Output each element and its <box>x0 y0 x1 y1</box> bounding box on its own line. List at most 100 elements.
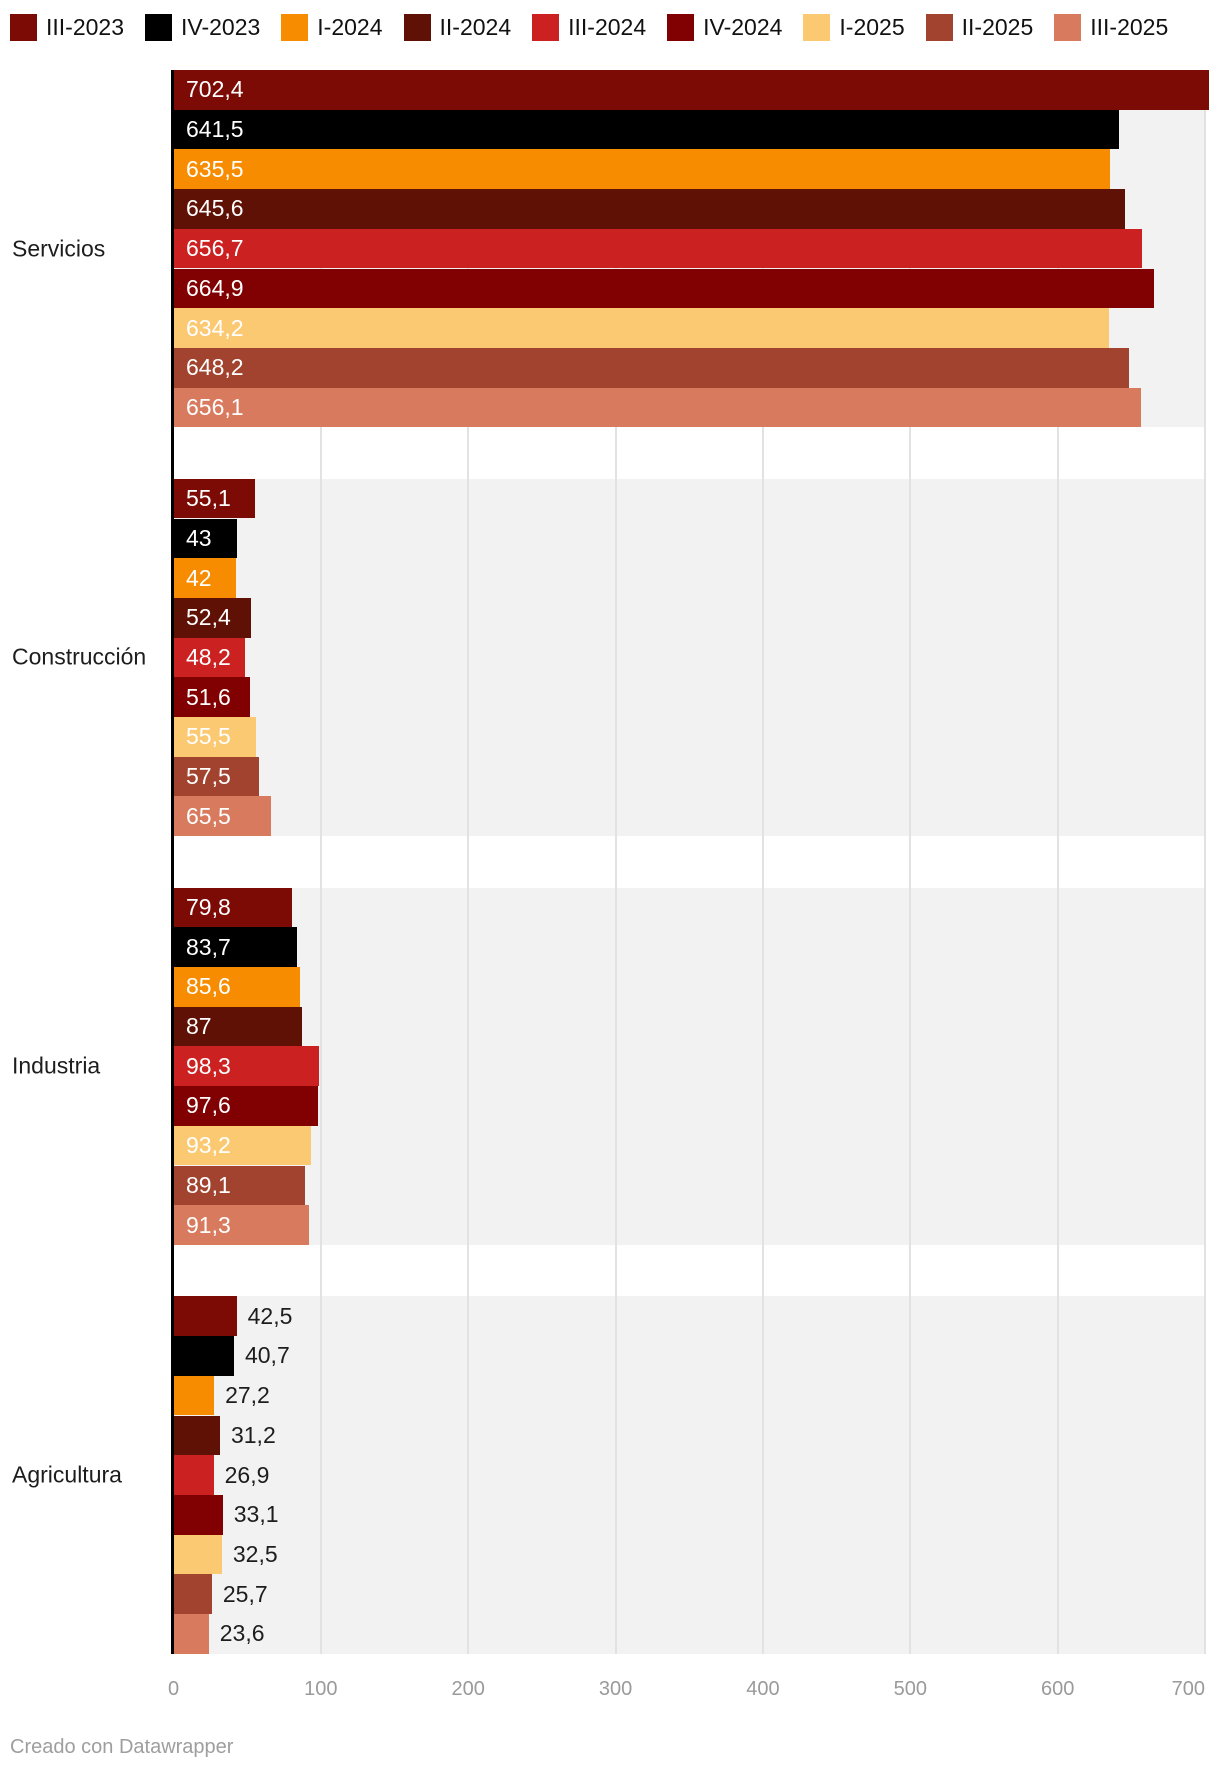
legend-swatch-icon <box>403 14 431 41</box>
gridline-500 <box>909 70 912 1654</box>
bar-value-label: 55,5 <box>186 723 231 750</box>
bar-value-label: 641,5 <box>186 116 244 143</box>
bar-fill: 648,2 <box>174 347 1130 388</box>
legend-item-label: IV-2024 <box>703 14 783 40</box>
bar-value-label: 42 <box>186 564 212 591</box>
x-tick-100: 100 <box>304 1678 338 1700</box>
bar-value-label: 93,2 <box>186 1132 231 1159</box>
bar-Industria-II-2024: 87 <box>174 1006 1220 1047</box>
bar-Industria-III-2025: 91,3 <box>174 1205 1220 1245</box>
bar-value-label: 52,4 <box>186 604 231 631</box>
bar-fill <box>174 1296 237 1337</box>
bar-fill: 87 <box>174 1006 303 1047</box>
legend-item-III-2025: III-2025 <box>1054 14 1168 41</box>
datawrapper-credit-link[interactable]: Creado con Datawrapper <box>10 1736 234 1758</box>
bar-Agricultura-II-2025: 25,7 <box>174 1574 1220 1614</box>
bar-value-label: 656,1 <box>186 393 244 420</box>
bar-value-label: 97,6 <box>186 1092 231 1119</box>
bar-Agricultura-II-2024: 31,2 <box>174 1415 1220 1456</box>
bar-fill: 57,5 <box>174 756 259 797</box>
bar-fill: 55,1 <box>174 478 256 519</box>
bar-Agricultura-I-2024: 27,2 <box>174 1375 1220 1416</box>
legend-swatch-icon <box>803 14 831 41</box>
bar-value-label: 33,1 <box>233 1501 279 1528</box>
bar-Construcción-II-2025: 57,5 <box>174 756 1220 797</box>
bar-value-label: 98,3 <box>186 1052 231 1079</box>
bar-value-label: 42,5 <box>247 1302 293 1329</box>
x-tick-0: 0 <box>167 1678 180 1700</box>
gridline-300 <box>614 70 617 1654</box>
gridline-200 <box>467 70 470 1654</box>
bar-value-label: 55,1 <box>186 485 231 512</box>
bar-Construcción-I-2025: 55,5 <box>174 717 1220 757</box>
legend-item-II-2025: II-2025 <box>925 14 1033 41</box>
bar-value-label: 65,5 <box>186 802 231 829</box>
bar-value-label: 26,9 <box>224 1461 270 1488</box>
bar-Industria-III-2023: 79,8 <box>174 887 1220 928</box>
bar-Construcción-IV-2024: 51,6 <box>174 677 1220 717</box>
bar-fill: 79,8 <box>174 887 292 928</box>
bar-value-label: 57,5 <box>186 763 231 790</box>
gridline-400 <box>761 70 764 1654</box>
bar-fill: 51,6 <box>174 677 251 717</box>
chart-legend: III-2023 IV-2023 I-2024 II-2024 III-2024 IV-2… <box>10 14 1168 41</box>
bar-value-label: 31,2 <box>230 1421 276 1448</box>
legend-item-I-2024: I-2024 <box>281 14 383 41</box>
bar-Agricultura-IV-2023: 40,7 <box>174 1336 1220 1376</box>
legend-item-III-2023: III-2023 <box>10 14 124 41</box>
bar-Construcción-III-2024: 48,2 <box>174 637 1220 678</box>
bar-Construcción-III-2023: 55,1 <box>174 478 1220 519</box>
legend-item-I-2025: I-2025 <box>803 14 905 41</box>
bar-fill: 97,6 <box>174 1086 318 1126</box>
bar-Agricultura-III-2024: 26,9 <box>174 1455 1220 1495</box>
legend-item-label: IV-2023 <box>181 14 261 40</box>
bar-fill <box>174 1455 214 1495</box>
bar-Industria-IV-2023: 83,7 <box>174 927 1220 967</box>
bar-fill <box>174 1574 212 1614</box>
bar-value-label: 645,6 <box>186 195 244 222</box>
plot-band-3 <box>173 1296 1205 1654</box>
bar-value-label: 23,6 <box>219 1620 265 1647</box>
y-axis-line <box>171 70 174 1654</box>
bar-Construcción-III-2025: 65,5 <box>174 796 1220 837</box>
bar-value-label: 48,2 <box>186 643 231 670</box>
bar-value-label: 51,6 <box>186 683 231 710</box>
bar-fill: 635,5 <box>174 149 1111 190</box>
gridline-700 <box>1204 70 1206 1654</box>
bar-Construcción-I-2024: 42 <box>174 558 1220 598</box>
gridline-600 <box>1056 70 1059 1654</box>
bar-value-label: 79,8 <box>186 893 231 920</box>
plot-band-2 <box>173 887 1205 1245</box>
bar-Agricultura-I-2025: 32,5 <box>174 1534 1220 1575</box>
bar-fill: 91,3 <box>174 1205 309 1245</box>
bar-fill: 656,1 <box>174 387 1141 428</box>
x-tick-500: 500 <box>893 1678 927 1700</box>
bar-fill: 55,5 <box>174 717 256 757</box>
bar-Agricultura-III-2023: 42,5 <box>174 1296 1220 1337</box>
legend-item-label: II-2024 <box>439 14 512 40</box>
bar-fill: 634,2 <box>174 308 1109 348</box>
bar-fill: 43 <box>174 518 238 559</box>
bar-Agricultura-IV-2024: 33,1 <box>174 1494 1220 1535</box>
legend-item-label: III-2025 <box>1090 14 1169 40</box>
bar-value-label: 32,5 <box>232 1540 278 1567</box>
x-tick-400: 400 <box>746 1678 780 1700</box>
category-label-Construcción: Construcción <box>12 643 147 670</box>
bar-fill <box>174 1614 209 1654</box>
legend-item-label: I-2025 <box>839 14 905 40</box>
legend-item-label: III-2024 <box>568 14 647 40</box>
bar-fill: 98,3 <box>174 1046 319 1087</box>
bar-fill <box>174 1336 234 1376</box>
bar-fill <box>174 1415 220 1456</box>
bar-value-label: 634,2 <box>186 314 244 341</box>
bar-Industria-II-2025: 89,1 <box>174 1165 1220 1206</box>
legend-swatch-icon <box>532 14 560 41</box>
bar-Industria-I-2024: 85,6 <box>174 967 1220 1007</box>
bar-fill: 93,2 <box>174 1125 312 1166</box>
category-label-Industria: Industria <box>12 1052 101 1079</box>
legend-item-label: I-2024 <box>317 14 383 40</box>
bar-Agricultura-III-2025: 23,6 <box>174 1614 1220 1654</box>
bar-fill: 42 <box>174 558 236 598</box>
bar-Servicios-III-2024: 656,7 <box>174 228 1220 269</box>
